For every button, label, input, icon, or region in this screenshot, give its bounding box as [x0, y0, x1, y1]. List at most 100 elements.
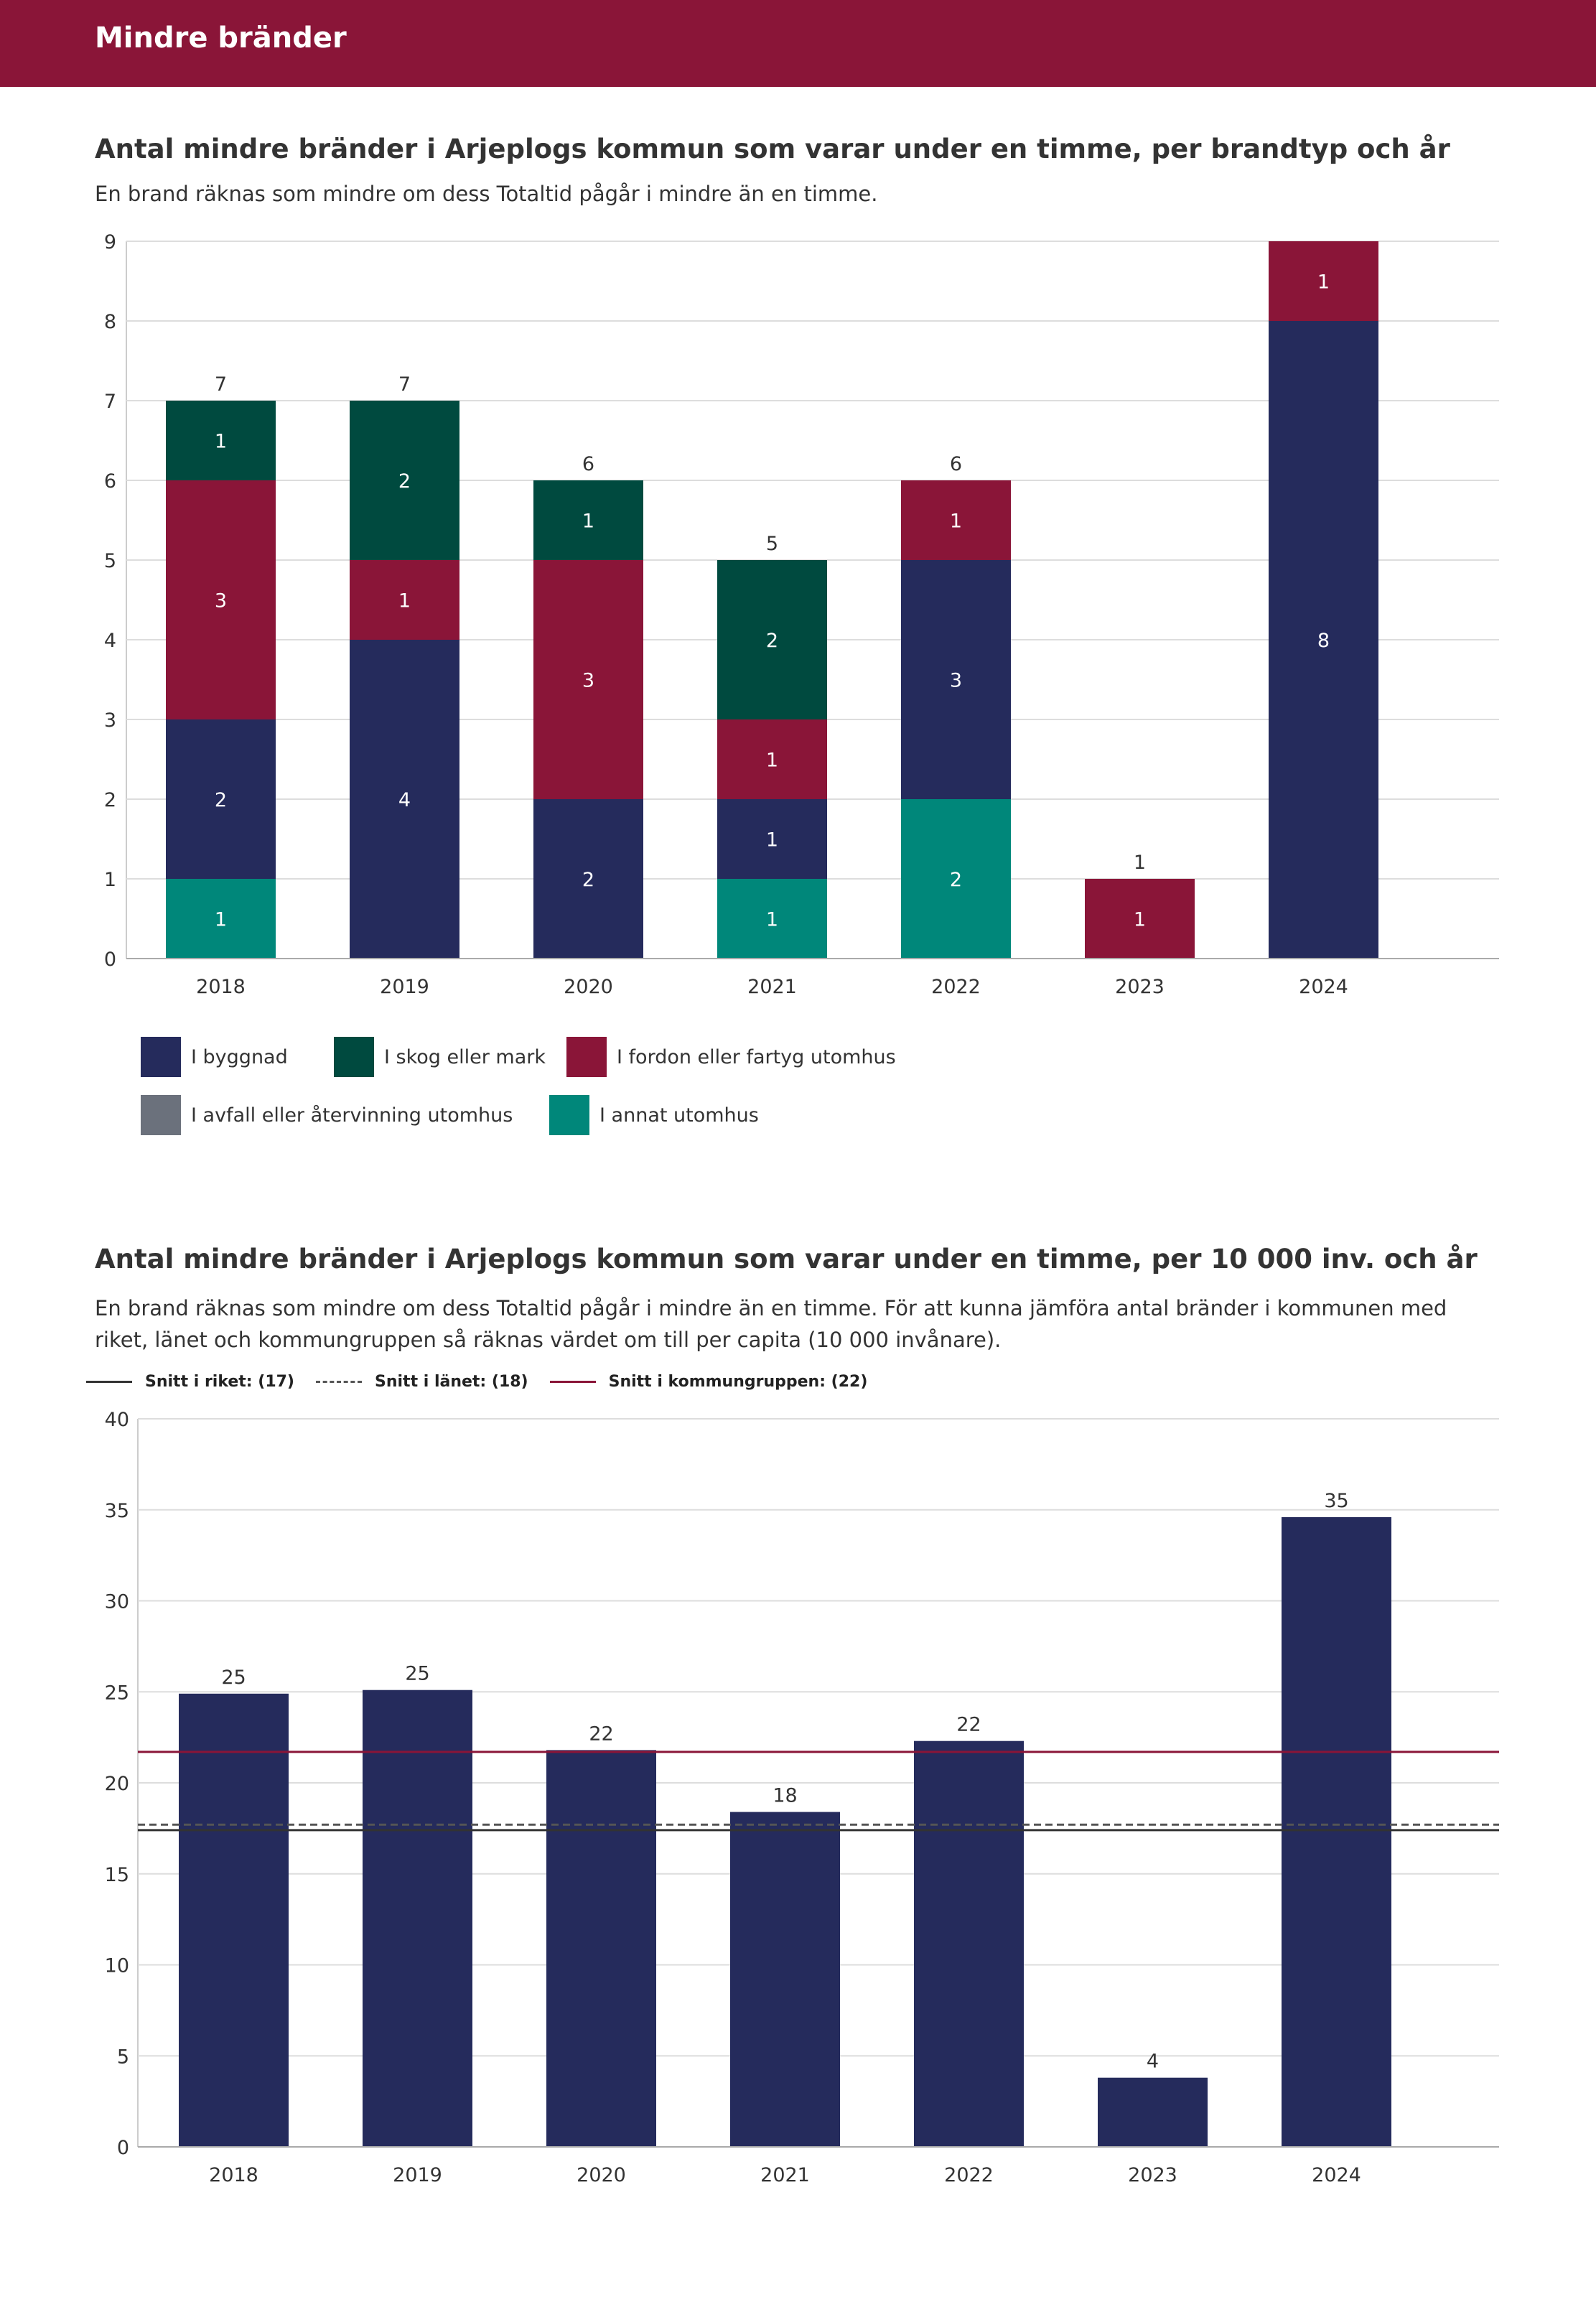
chart2-reference-legend-label: Snitt i riket: (17): [145, 1373, 294, 1391]
chart1-bar-segment: [1269, 321, 1378, 959]
chart2-bar: [1098, 2077, 1208, 2147]
chart2-x-tick-label: 2022: [944, 2164, 994, 2186]
page-title: Mindre bränder: [95, 22, 347, 55]
chart2-y-tick-label: 15: [105, 1864, 129, 1886]
chart1-bar-segment: [533, 799, 643, 959]
chart1-legend-swatch: [549, 1095, 589, 1135]
chart1-bar-segment: [717, 719, 827, 799]
chart1-legend-swatch: [334, 1037, 374, 1077]
chart1-total-label: 6: [950, 453, 962, 475]
chart1-segment-label: 2: [398, 470, 411, 493]
chart1-legend-label: I byggnad: [191, 1045, 288, 1068]
chart2-reference-legend-label: Snitt i kommungruppen: (22): [608, 1373, 868, 1391]
chart1-segment-label: 2: [950, 869, 962, 891]
chart1-segment-label: 1: [398, 590, 411, 612]
chart1-y-tick-label: 6: [104, 470, 116, 493]
chart1-y-tick-label: 4: [104, 630, 116, 652]
chart2-reference-legend-line: [86, 1381, 132, 1383]
chart1-segment-label: 1: [215, 431, 227, 453]
chart1-bar-segment: [901, 560, 1011, 799]
chart1-total-label: 1: [1134, 852, 1146, 874]
chart2-x-tick-label: 2018: [209, 2164, 258, 2186]
chart1-y-tick-label: 1: [104, 869, 116, 891]
chart2-y-tick-label: 30: [105, 1591, 129, 1613]
chart2-bar: [363, 1690, 472, 2147]
chart1-segment-label: 1: [1317, 271, 1330, 294]
chart1-segment-label: 8: [1317, 630, 1330, 652]
chart2-reference-legend: Snitt i riket: (17) Snitt i länet: (18) Sn…: [86, 1373, 889, 1391]
chart2-reference-legend-line: [549, 1381, 596, 1383]
chart1-total-label: 7: [398, 373, 411, 396]
chart1-subtitle: En brand räknas som mindre om dess Total…: [95, 182, 878, 206]
chart2-y-tick-label: 35: [105, 1500, 129, 1522]
chart1-bar-segment: [533, 480, 643, 560]
chart2-x-tick-label: 2021: [760, 2164, 810, 2186]
chart1-y-tick-label: 7: [104, 391, 116, 413]
chart1-legend-row-1: I byggnad I skog eller mark I fordon eller…: [141, 1037, 913, 1077]
chart1-stacked-bar-chart: 0 1 2 3 4 5 6 7 8 9 1 2 3 1 7 2018 4 1 2 7 2019 2 3 1 6 2020 1 1 1 2 5…: [104, 231, 1499, 998]
chart1-legend-item: I avfall eller återvinning utomhus: [141, 1095, 532, 1135]
chart1-bar-segment: [533, 560, 643, 799]
chart1-x-tick-label: 2024: [1299, 976, 1348, 998]
chart1-legend-label: I avfall eller återvinning utomhus: [191, 1104, 513, 1127]
chart1-segment-label: 1: [766, 829, 778, 852]
chart2-value-label: 22: [589, 1723, 613, 1745]
chart2-bar: [179, 1693, 289, 2147]
chart1-legend-label: I fordon eller fartyg utomhus: [617, 1045, 896, 1068]
chart1-bar-segment: [717, 799, 827, 879]
chart2-x-tick-label: 2024: [1312, 2164, 1361, 2186]
chart1-legend-swatch: [141, 1095, 181, 1135]
chart1-segment-label: 3: [950, 670, 962, 692]
chart1-segment-label: 2: [582, 869, 594, 891]
chart1-segment-label: 1: [215, 909, 227, 931]
chart2-y-tick-label: 0: [117, 2137, 129, 2159]
chart2-bar-chart: 0 5 10 15 20 25 30 35 40 25 2018 25 2019 22 2020 18 2021…: [105, 1409, 1499, 2186]
chart1-segment-label: 4: [398, 789, 411, 811]
chart1-bar-segment: [166, 480, 276, 719]
chart2-y-tick-label: 20: [105, 1773, 129, 1795]
chart2-bar: [1282, 1516, 1391, 2147]
chart2-value-label: 35: [1324, 1490, 1348, 1512]
chart1-bar-segment: [350, 640, 459, 959]
chart1-total-label: 6: [582, 453, 594, 475]
chart1-segment-label: 1: [1134, 909, 1146, 931]
chart1-segment-label: 1: [766, 909, 778, 931]
chart1-segment-label: 3: [582, 670, 594, 692]
chart1-x-tick-label: 2023: [1115, 976, 1165, 998]
chart1-bar-segment: [717, 560, 827, 719]
chart1-x-tick-label: 2021: [747, 976, 797, 998]
chart1-bar-segment: [350, 401, 459, 560]
chart1-bar-segment: [166, 879, 276, 959]
chart1-bar-segment: [1085, 879, 1195, 959]
chart2-reference-legend-item: Snitt i länet: (18): [316, 1373, 528, 1391]
chart2-y-tick-label: 5: [117, 2046, 129, 2068]
chart1-segment-label: 1: [766, 750, 778, 772]
chart1-segment-label: 1: [950, 511, 962, 533]
chart1-bar-segment: [166, 401, 276, 480]
chart1-y-tick-label: 2: [104, 789, 116, 811]
chart2-bar: [914, 1740, 1024, 2147]
chart1-bar-segment: [901, 480, 1011, 560]
chart1-bar-segment: [350, 560, 459, 640]
chart2-value-label: 22: [956, 1714, 981, 1736]
chart2-reference-legend-label: Snitt i länet: (18): [375, 1373, 528, 1391]
chart1-legend-item: I byggnad: [141, 1037, 317, 1077]
chart2-value-label: 18: [773, 1785, 797, 1807]
chart2-y-tick-label: 10: [105, 1955, 129, 1977]
chart1-y-tick-label: 9: [104, 231, 116, 253]
chart2-reference-legend-item: Snitt i kommungruppen: (22): [549, 1373, 868, 1391]
chart1-bar-segment: [901, 799, 1011, 959]
chart2-reference-legend-item: Snitt i riket: (17): [86, 1373, 294, 1391]
chart1-bar-segment: [166, 719, 276, 879]
chart2-reference-legend-line: [316, 1381, 362, 1383]
chart1-legend-item: I annat utomhus: [549, 1095, 759, 1135]
chart2-x-tick-label: 2020: [577, 2164, 626, 2186]
chart1-x-tick-label: 2019: [380, 976, 429, 998]
chart1-y-tick-label: 3: [104, 709, 116, 732]
chart1-x-tick-label: 2022: [931, 976, 981, 998]
chart2-title: Antal mindre bränder i Arjeplogs kommun …: [95, 1244, 1478, 1274]
chart2-bar: [730, 1812, 840, 2147]
chart2-value-label: 25: [221, 1667, 246, 1689]
chart1-legend-label: I skog eller mark: [384, 1045, 546, 1068]
page-header: Mindre bränder: [0, 0, 1596, 87]
